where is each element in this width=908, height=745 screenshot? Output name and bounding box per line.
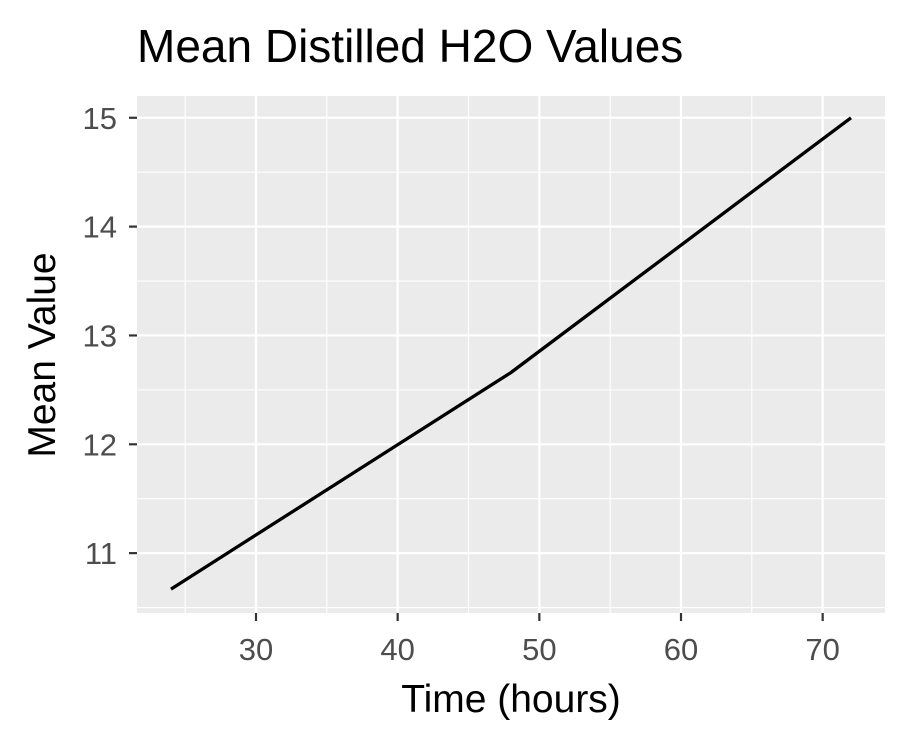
x-tick-label: 60 [664,632,698,667]
y-axis-title: Mean Value [21,252,64,457]
y-tick-label: 15 [83,101,117,136]
y-tick-label: 11 [85,536,117,571]
x-tick-label: 50 [522,632,556,667]
x-axis: 30 40 50 60 70 [239,613,840,667]
y-axis: 11 12 13 14 15 [83,101,137,571]
series-layer [170,116,852,591]
plot-panel [137,96,885,613]
chart-title: Mean Distilled H2O Values [137,20,683,72]
y-tick-label: 14 [83,210,117,245]
y-tick-label: 13 [83,318,117,353]
y-tick-label: 12 [83,427,117,462]
minor-gridlines [137,96,885,613]
x-tick-label: 30 [239,632,273,667]
series-line [170,116,852,591]
x-tick-label: 70 [805,632,839,667]
x-axis-title: Time (hours) [401,678,621,721]
major-gridlines [137,96,885,613]
x-tick-label: 40 [380,632,414,667]
